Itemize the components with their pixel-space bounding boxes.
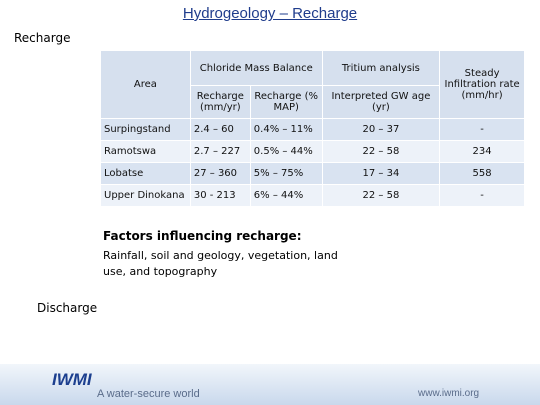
slide-title: Hydrogeology – Recharge (0, 5, 540, 22)
table-cell: Lobatse (100, 162, 191, 185)
tagline: A water-secure world (97, 388, 200, 400)
footer-url: www.iwmi.org (418, 388, 480, 399)
table-cell: 234 (439, 140, 525, 163)
section-label: Discharge (37, 301, 98, 315)
table-cell: 0.4% – 11% (249, 118, 323, 141)
factors-heading: Factors influencing recharge: (103, 229, 302, 243)
header-cell: Recharge (mm/yr) (189, 85, 251, 119)
table-cell: 22 – 58 (321, 184, 441, 207)
table-cell: 2.7 – 227 (189, 140, 251, 163)
table-cell: 558 (439, 162, 525, 185)
logo: IWMI (52, 370, 92, 389)
table-cell: 27 – 360 (189, 162, 251, 185)
table-row: Ramotswa 2.7 – 227 0.5% – 44% 22 – 58 234 (100, 140, 525, 163)
table-row: Lobatse 27 – 360 5% – 75% 17 – 34 558 (100, 162, 525, 185)
header-cell: Chloride Mass Balance (189, 50, 323, 86)
title-text: Hydrogeology – Recharge (182, 5, 358, 22)
table-cell: Surpingstand (100, 118, 191, 141)
header-cell: Recharge (% MAP) (249, 85, 323, 119)
recharge-table: Area Chloride Mass Balance Tritium analy… (100, 50, 525, 207)
table-cell: 22 – 58 (321, 140, 441, 163)
table-row: Surpingstand 2.4 – 60 0.4% – 11% 20 – 37- (100, 118, 525, 141)
table-body: Surpingstand 2.4 – 60 0.4% – 11% 20 – 37- Ra… (100, 118, 525, 207)
table-cell: 2.4 – 60 (189, 118, 251, 141)
header-cell: Steady Infiltration rate (mm/hr) (439, 50, 525, 119)
section-label: Recharge (14, 31, 71, 45)
table-cell: Ramotswa (100, 140, 191, 163)
table-cell: - (439, 118, 525, 141)
header-cell: Interpreted GW age (yr) (321, 85, 441, 119)
table-cell: 5% – 75% (249, 162, 323, 185)
factors-text: Rainfall, soil and geology, vegetation, … (103, 249, 338, 278)
table-cell: - (439, 184, 525, 207)
table-row: Upper Dinokana 30 - 213 6% – 44% 22 – 58- (100, 184, 525, 207)
footer-band (0, 364, 540, 405)
table-cell: 17 – 34 (321, 162, 441, 185)
table-cell: 0.5% – 44% (249, 140, 323, 163)
header-cell: Area (100, 50, 191, 119)
table-cell: 6% – 44% (249, 184, 323, 207)
header-cell: Tritium analysis (321, 50, 441, 86)
table-cell: 20 – 37 (321, 118, 441, 141)
table-cell: Upper Dinokana (100, 184, 191, 207)
table-cell: 30 - 213 (189, 184, 251, 207)
